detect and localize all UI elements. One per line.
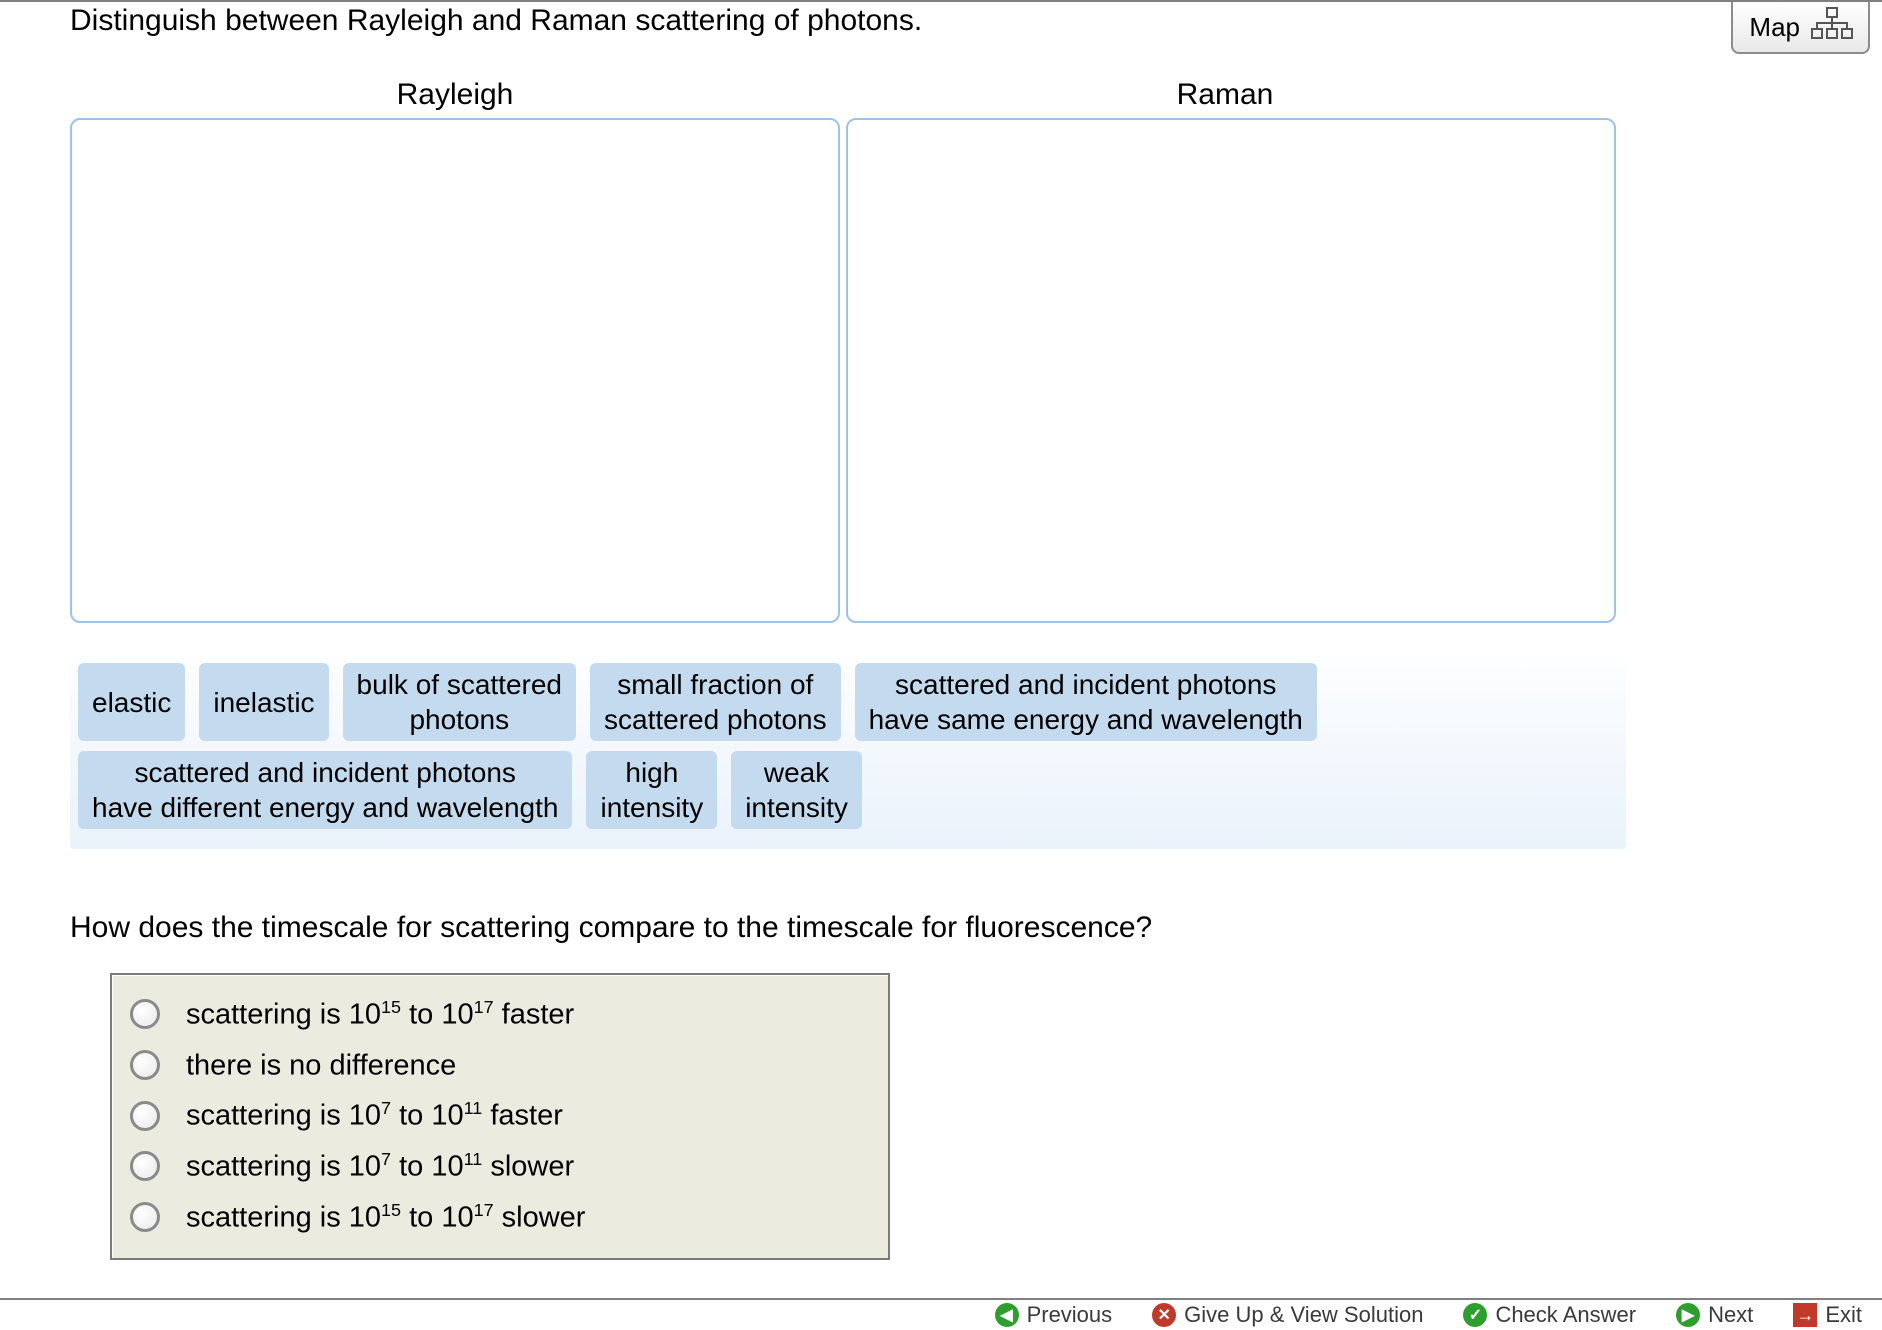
chip-label: intensity xyxy=(600,790,703,825)
footer-label: Exit xyxy=(1825,1302,1862,1328)
drop-zone-rayleigh[interactable] xyxy=(70,118,840,623)
give-up-button[interactable]: ✕ Give Up & View Solution xyxy=(1152,1302,1423,1328)
radio-icon[interactable] xyxy=(130,1101,160,1131)
t: faster xyxy=(482,1100,563,1132)
t: slower xyxy=(482,1151,574,1183)
check-answer-button[interactable]: ✓ Check Answer xyxy=(1463,1302,1636,1328)
t: to 10 xyxy=(401,999,474,1031)
chip-inelastic[interactable]: inelastic xyxy=(199,663,328,741)
next-button[interactable]: ▶ Next xyxy=(1676,1302,1753,1328)
mc-option-label: there is no difference xyxy=(186,1048,456,1083)
radio-icon[interactable] xyxy=(130,1151,160,1181)
footer-label: Previous xyxy=(1027,1302,1113,1328)
t: slower xyxy=(494,1201,586,1233)
exit-icon: → xyxy=(1793,1303,1817,1327)
chips-tray: elastic inelastic bulk of scattered phot… xyxy=(70,657,1626,849)
chip-label: weak xyxy=(745,755,848,790)
drop-zone-raman[interactable] xyxy=(846,118,1616,623)
exit-button[interactable]: → Exit xyxy=(1793,1302,1862,1328)
map-button-label: Map xyxy=(1749,12,1800,43)
mc-option-label: scattering is 107 to 1011 slower xyxy=(186,1149,574,1184)
footer-label: Check Answer xyxy=(1495,1302,1636,1328)
chip-label: scattered and incident photons xyxy=(869,667,1303,702)
mc-option-3[interactable]: scattering is 107 to 1011 slower xyxy=(130,1149,870,1184)
t: scattering is 10 xyxy=(186,999,381,1031)
chip-label: scattered photons xyxy=(604,702,827,737)
column-header-raman: Raman xyxy=(840,78,1610,112)
footer-label: Give Up & View Solution xyxy=(1184,1302,1423,1328)
question2-prompt: How does the timescale for scattering co… xyxy=(70,911,1690,945)
t: 11 xyxy=(464,1098,483,1118)
radio-icon[interactable] xyxy=(130,1202,160,1232)
chip-label: inelastic xyxy=(213,685,314,720)
chip-label: high xyxy=(600,755,703,790)
check-icon: ✓ xyxy=(1463,1303,1487,1327)
sitemap-icon xyxy=(1810,7,1854,48)
t: to 10 xyxy=(401,1201,474,1233)
t: to 10 xyxy=(391,1151,464,1183)
chips-row-1: elastic inelastic bulk of scattered phot… xyxy=(78,663,1618,741)
chip-bulk-scattered-photons[interactable]: bulk of scattered photons xyxy=(343,663,576,741)
t: 11 xyxy=(464,1149,483,1169)
chip-label: intensity xyxy=(745,790,848,825)
chip-weak-intensity[interactable]: weak intensity xyxy=(731,751,862,829)
stop-icon: ✕ xyxy=(1152,1303,1176,1327)
t: there is no difference xyxy=(186,1049,456,1081)
column-header-rayleigh: Rayleigh xyxy=(70,78,840,112)
footer-bar: ◀ Previous ✕ Give Up & View Solution ✓ C… xyxy=(0,1298,1882,1330)
t: 17 xyxy=(474,997,494,1017)
radio-icon[interactable] xyxy=(130,999,160,1029)
t: scattering is 10 xyxy=(186,1100,381,1132)
chip-label: elastic xyxy=(92,685,171,720)
t: 7 xyxy=(381,1149,391,1169)
page-root: Map Distinguish between Rayleigh and Ram… xyxy=(0,0,1882,1330)
chip-label: small fraction of xyxy=(604,667,827,702)
arrow-left-icon: ◀ xyxy=(995,1303,1019,1327)
question1-prompt: Distinguish between Rayleigh and Raman s… xyxy=(70,4,1690,38)
previous-button[interactable]: ◀ Previous xyxy=(995,1302,1113,1328)
mc-option-0[interactable]: scattering is 1015 to 1017 faster xyxy=(130,997,870,1032)
mc-option-1[interactable]: there is no difference xyxy=(130,1048,870,1083)
mc-option-4[interactable]: scattering is 1015 to 1017 slower xyxy=(130,1200,870,1235)
drop-zones-row xyxy=(70,118,1690,623)
chip-elastic[interactable]: elastic xyxy=(78,663,185,741)
chip-label: photons xyxy=(357,702,562,737)
chip-label: scattered and incident photons xyxy=(92,755,558,790)
t: to 10 xyxy=(391,1100,464,1132)
t: 15 xyxy=(381,1200,401,1220)
chip-label: have different energy and wavelength xyxy=(92,790,558,825)
arrow-right-icon: ▶ xyxy=(1676,1303,1700,1327)
chip-label: have same energy and wavelength xyxy=(869,702,1303,737)
mc-option-label: scattering is 1015 to 1017 slower xyxy=(186,1200,585,1235)
chip-different-energy-wavelength[interactable]: scattered and incident photons have diff… xyxy=(78,751,572,829)
t: scattering is 10 xyxy=(186,1201,381,1233)
question-area: Distinguish between Rayleigh and Raman s… xyxy=(70,2,1690,1260)
drop-column-headers: Rayleigh Raman xyxy=(70,78,1690,112)
mc-option-2[interactable]: scattering is 107 to 1011 faster xyxy=(130,1098,870,1133)
chip-small-fraction-scattered-photons[interactable]: small fraction of scattered photons xyxy=(590,663,841,741)
footer-label: Next xyxy=(1708,1302,1753,1328)
mc-option-label: scattering is 107 to 1011 faster xyxy=(186,1098,563,1133)
t: scattering is 10 xyxy=(186,1151,381,1183)
chips-row-2: scattered and incident photons have diff… xyxy=(78,751,1618,829)
t: 17 xyxy=(474,1200,494,1220)
t: 7 xyxy=(381,1098,391,1118)
chip-high-intensity[interactable]: high intensity xyxy=(586,751,717,829)
multiple-choice-box: scattering is 1015 to 1017 faster there … xyxy=(110,973,890,1260)
t: 15 xyxy=(381,997,401,1017)
radio-icon[interactable] xyxy=(130,1050,160,1080)
map-button[interactable]: Map xyxy=(1731,2,1870,54)
chip-label: bulk of scattered xyxy=(357,667,562,702)
chip-same-energy-wavelength[interactable]: scattered and incident photons have same… xyxy=(855,663,1317,741)
t: faster xyxy=(494,999,575,1031)
mc-option-label: scattering is 1015 to 1017 faster xyxy=(186,997,574,1032)
